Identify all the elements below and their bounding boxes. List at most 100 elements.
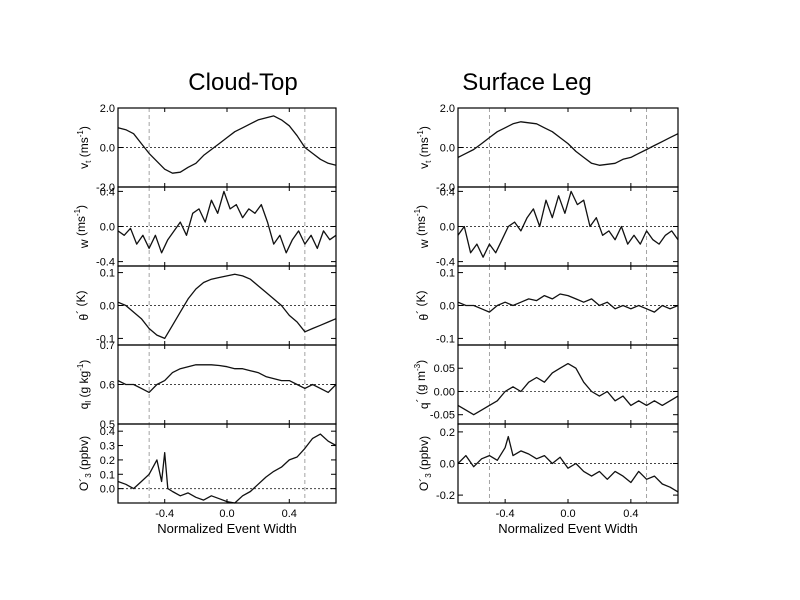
series-line (117, 433, 337, 504)
y-tick-label: 0.7 (100, 340, 115, 352)
y-axis-label: vt (ms-1) (76, 126, 93, 169)
y-tick-label: -0.05 (430, 410, 455, 422)
y-axis-label-ylabel-unit-after: ) (77, 126, 91, 130)
panel-frame (117, 423, 337, 504)
y-tick-label: 0.0 (440, 459, 455, 471)
x-tick-label: -0.4 (155, 508, 174, 520)
y-axis-label: O´3 (ppbv) (417, 436, 433, 491)
y-axis-label-ylabel: θ (77, 314, 91, 321)
y-axis-label-ylabel-sub: 3 (84, 473, 93, 478)
panel-4: 0.4 0.3 0.2 0.1 0.0 O´3 (ppbv) (77, 423, 337, 504)
y-axis-label-ylabel-unit-after: ) (77, 360, 91, 364)
y-tick-label: 0.3 (100, 441, 115, 453)
y-axis-label-ylabel-sub: t (424, 160, 433, 163)
y-tick-label: 0.05 (434, 363, 455, 375)
y-axis-label-ylabel-sup: -1 (73, 208, 82, 216)
y-tick-label: -2.0 (436, 182, 455, 194)
y-tick-label: -0.1 (96, 333, 115, 345)
panel-3: 0.05 0.00 -0.05q´ (g m-3) (413, 344, 679, 425)
y-axis-label-ylabel-unit-before: (ms (77, 137, 91, 160)
series-line (457, 293, 679, 313)
y-axis-label-ylabel-unit-before: ´ (K) (414, 290, 428, 313)
y-tick-label: 0.1 (100, 469, 115, 481)
panel-3: 0.7 0.6 0.5 ql (g kg-1) (76, 340, 337, 431)
y-tick-label: 0.0 (440, 143, 455, 155)
y-axis-label-ylabel: O´ (77, 478, 91, 491)
y-axis-label-ylabel-sup: -1 (413, 208, 422, 216)
y-tick-label: -0.2 (436, 490, 455, 502)
panel-1: 0.4 0.0 -0.4 w (ms-1) (73, 186, 337, 269)
y-tick-label: 0.4 (100, 426, 115, 438)
y-axis-label-ylabel-unit-before: (ms (417, 137, 431, 160)
x-tick-label: 0.0 (219, 508, 234, 520)
y-tick-label: 0.0 (100, 143, 115, 155)
y-axis-label: q´ (g m-3) (413, 360, 431, 409)
y-axis-label: w (ms-1) (413, 205, 431, 249)
y-axis-label-ylabel-unit-after: ) (414, 205, 428, 209)
x-tick-label: 0.4 (623, 508, 638, 520)
series-line (457, 435, 679, 493)
panel-frame (457, 344, 679, 425)
series-line (117, 190, 337, 254)
y-axis-label-ylabel: w (77, 239, 91, 249)
y-axis-label-ylabel-unit-before: ´ (K) (74, 290, 88, 313)
y-axis-label-ylabel-unit-after: ) (417, 126, 431, 130)
y-tick-label: 0.0 (440, 301, 455, 313)
y-tick-label: 0.0 (100, 222, 115, 234)
y-axis-label-ylabel-sub: l (84, 401, 93, 403)
y-axis-label-ylabel: q (77, 403, 91, 410)
panel-0: 2.0 0.0 -2.0 vt (ms-1) (416, 103, 679, 194)
y-axis-label-ylabel: θ (417, 314, 431, 321)
y-tick-label: 0.6 (100, 380, 115, 392)
panel-2: 0.1 0.0 -0.1 θ´ (K) (414, 265, 679, 346)
panel-4: 0.2 0.0 -0.2O´3 (ppbv) (417, 423, 679, 504)
series-line (117, 115, 337, 174)
x-axis-label: Normalized Event Width (498, 521, 637, 536)
panel-1: 0.4 0.0 -0.4 w (ms-1) (413, 186, 679, 269)
chart-title: Surface Leg (462, 69, 591, 96)
series-line (457, 121, 679, 166)
y-tick-label: 0.4 (440, 186, 455, 198)
y-axis-label-ylabel-sup: -1 (76, 363, 85, 371)
y-tick-label: -2.0 (96, 182, 115, 194)
y-tick-label: 0.2 (440, 427, 455, 439)
series-line (457, 190, 679, 258)
y-axis-label-ylabel-unit-before: (ms (74, 216, 88, 239)
y-tick-label: -0.4 (96, 257, 115, 269)
y-tick-label: 0.1 (440, 268, 455, 280)
y-tick-label: 0.5 (100, 419, 115, 431)
y-tick-label: 0.0 (440, 222, 455, 234)
y-tick-label: 0.4 (100, 186, 115, 198)
series-line (457, 362, 679, 416)
y-tick-label: -0.1 (436, 333, 455, 345)
chart-title: Cloud-Top (188, 69, 297, 96)
y-axis-label: O´3 (ppbv) (77, 436, 93, 491)
panel-0: 2.0 0.0 -2.0 vt (ms-1) (76, 103, 337, 194)
x-tick-label: 0.0 (560, 508, 575, 520)
y-axis-label: θ´ (K) (74, 290, 91, 320)
y-axis-label: θ´ (K) (414, 290, 431, 320)
y-axis-label-ylabel-unit-before: (ppbv) (417, 436, 431, 473)
y-axis-label-ylabel-unit-before: (ppbv) (77, 436, 91, 473)
y-axis-label-ylabel: v (77, 163, 91, 169)
y-tick-label: -0.4 (436, 257, 455, 269)
y-axis-label-ylabel-unit-before: ´ (g m (414, 371, 428, 402)
y-tick-label: 0.0 (100, 301, 115, 313)
y-axis-label: w (ms-1) (73, 205, 91, 249)
x-tick-label: -0.4 (496, 508, 515, 520)
y-axis-label: ql (g kg-1) (76, 360, 93, 410)
y-axis-label-ylabel-sup: -1 (416, 130, 425, 138)
y-tick-label: 2.0 (100, 103, 115, 115)
x-tick-label: 0.4 (282, 508, 297, 520)
y-axis-label-ylabel-sub: t (84, 160, 93, 163)
y-axis-label-ylabel: O´ (417, 478, 431, 491)
y-tick-label: 0.1 (100, 268, 115, 280)
y-axis-label-ylabel-unit-after: ) (74, 205, 88, 209)
y-axis-label-ylabel-sup: -1 (76, 130, 85, 138)
y-axis-label-ylabel-unit-before: (ms (414, 216, 428, 239)
y-axis-label-ylabel: w (417, 239, 431, 249)
y-tick-label: 0.00 (434, 386, 455, 398)
